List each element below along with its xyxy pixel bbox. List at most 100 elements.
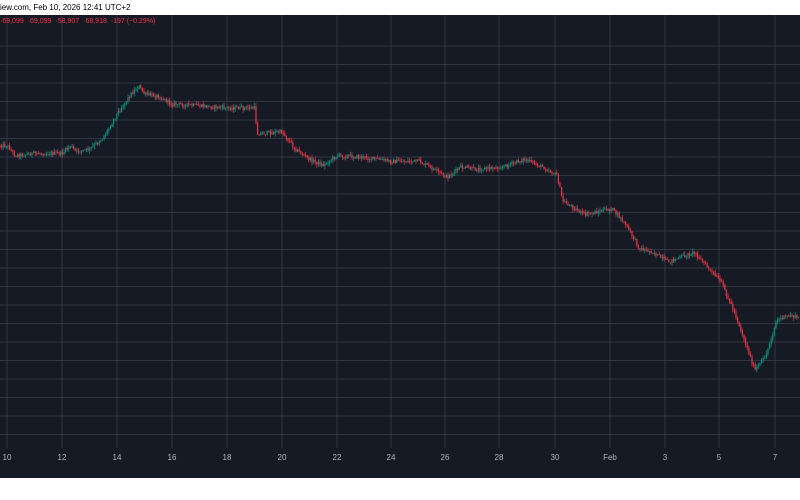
candle-body (60, 151, 62, 155)
candle-body (199, 105, 201, 107)
candle-body (362, 156, 364, 159)
candle-body (620, 217, 622, 219)
candle-body (765, 353, 767, 358)
candle-body (780, 317, 782, 319)
candle-body (775, 322, 777, 328)
candle-body (34, 151, 36, 154)
candle-body (533, 161, 535, 164)
candle-body (484, 167, 486, 170)
candle-body (188, 103, 190, 105)
candle-body (65, 147, 67, 152)
candle-body (433, 169, 435, 170)
candle-body (164, 98, 166, 100)
candle-body (445, 174, 447, 178)
candle-body (95, 142, 97, 145)
candle-body (165, 98, 167, 103)
candle-body (369, 159, 371, 160)
candle-body (761, 359, 763, 363)
top-caption-bar: iew.com, Feb 10, 2026 12:41 UTC+2 (0, 0, 800, 15)
candle-body (173, 102, 175, 107)
candle-body (458, 167, 460, 170)
candle-body (58, 152, 60, 155)
candle-body (762, 358, 764, 360)
candle-body (63, 151, 65, 155)
candle-body (196, 104, 198, 105)
candle-body (605, 208, 607, 210)
candle-body (132, 92, 134, 94)
candle-body (514, 162, 516, 164)
x-tick-label: 28 (495, 453, 504, 462)
candle-body (604, 208, 606, 210)
candle-body (169, 99, 171, 104)
candlestick-chart[interactable]: 10 12 14 16 18 20 22 24 26 28 30 Feb 3 5 7 (0, 15, 800, 478)
candle-body (612, 208, 614, 211)
candle-body (757, 365, 759, 368)
x-tick-label: 5 (717, 453, 722, 462)
candle-body (721, 281, 723, 283)
candle-body (49, 154, 51, 156)
candle-body (213, 105, 215, 109)
candle-body (527, 159, 529, 162)
candle-body (2, 144, 4, 148)
candle-body (12, 150, 14, 152)
candle-body (642, 247, 644, 251)
candle-body (593, 212, 595, 214)
candle-body (740, 326, 742, 331)
candle-body (218, 106, 220, 108)
candle-body (492, 167, 494, 169)
candle-body (305, 155, 307, 156)
candle-body (325, 163, 327, 165)
candle-body (245, 106, 247, 108)
candle-body (586, 212, 588, 216)
candle-body (261, 132, 263, 134)
candle-body (106, 130, 108, 135)
candle-body (609, 209, 611, 211)
candle-body (425, 163, 427, 165)
candle-body (257, 123, 259, 135)
candle-body (548, 170, 550, 172)
candle-body (724, 285, 726, 290)
candle-body (773, 327, 775, 335)
candle-body (258, 134, 260, 136)
candle-body (660, 254, 662, 258)
candle-body (637, 245, 639, 249)
candle-body (644, 249, 646, 251)
candle-body (263, 132, 265, 135)
candle-body (466, 166, 468, 168)
candle-body (545, 169, 547, 171)
candle-body (351, 154, 353, 159)
candle-body (122, 106, 124, 108)
candle-body (495, 167, 497, 170)
candle-body (367, 158, 369, 160)
x-tick-label: 20 (278, 453, 287, 462)
candle-body (145, 92, 147, 94)
candle-body (567, 203, 569, 206)
candle-body (554, 172, 556, 174)
candle-body (405, 161, 407, 163)
candle-body (538, 166, 540, 167)
candle-body (61, 151, 63, 155)
candle-body (546, 169, 548, 172)
candle-body (116, 113, 118, 119)
candle-body (687, 253, 689, 257)
candle-body (580, 210, 582, 213)
candle-body (177, 104, 179, 106)
candle-body (31, 152, 33, 156)
candle-body (108, 128, 110, 131)
candle-body (202, 104, 204, 108)
candle-body (700, 258, 702, 260)
candle-body (521, 161, 523, 163)
candle-body (148, 93, 150, 95)
candle-body (487, 166, 489, 169)
candle-body (717, 276, 719, 279)
candle-body (279, 129, 281, 133)
candle-body (729, 298, 731, 302)
candle-body (764, 357, 766, 359)
candle-body (599, 210, 601, 212)
candle-body (97, 142, 99, 144)
x-tick-label: Feb (603, 453, 617, 462)
candle-body (68, 146, 70, 150)
candle-body (618, 213, 620, 219)
candle-body (418, 159, 420, 161)
candle-body (394, 159, 396, 163)
